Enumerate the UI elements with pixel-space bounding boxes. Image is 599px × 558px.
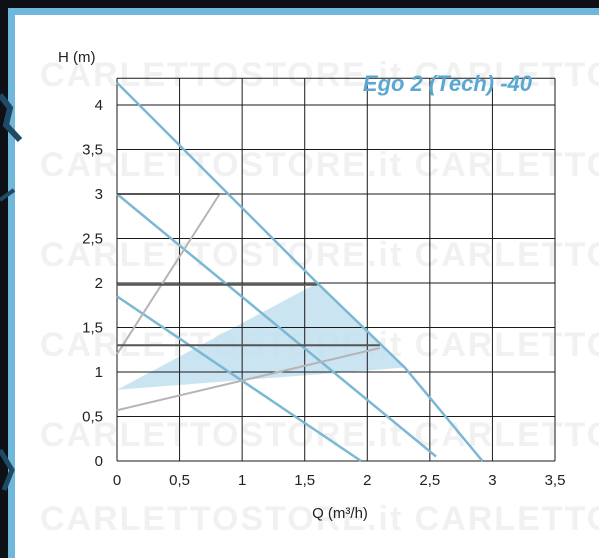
- watermark-text: CARLETTOSTORE.it CARLETTOSTORE.it CARLET…: [40, 236, 599, 274]
- watermark-text: CARLETTOSTORE.it CARLETTOSTORE.it CARLET…: [40, 500, 599, 538]
- tick-labels: 0 0,5 1 1,5 2 2,5 3 3,5 0 0,5 1 1,5 2 2,5 3 3,5 4: [82, 97, 565, 489]
- x-tick-label: 2: [363, 472, 371, 489]
- x-tick-label: 3,5: [545, 472, 566, 489]
- system-curve-1: [116, 193, 221, 355]
- series-layer: [116, 81, 484, 463]
- y-tick-label: 3,5: [82, 142, 103, 159]
- operating-area: [117, 283, 405, 390]
- x-tick-label: 1: [238, 472, 246, 489]
- x-tick-label: 0: [113, 472, 121, 489]
- x-tick-label: 1,5: [294, 472, 315, 489]
- operating-area-fill: [117, 283, 405, 390]
- grid: [116, 77, 556, 462]
- x-axis-title: Q (m³/h): [312, 505, 368, 522]
- y-tick-label: 0,5: [82, 409, 103, 426]
- system-curve-2: [116, 346, 381, 412]
- y-tick-label: 4: [95, 97, 103, 114]
- marker-lines: [117, 193, 380, 347]
- pump-curve-3: [116, 295, 362, 463]
- y-tick-label: 2,5: [82, 231, 103, 248]
- y-tick-label: 3: [95, 186, 103, 203]
- pump-curve-1: [116, 81, 484, 462]
- y-axis-title: H (m): [58, 49, 96, 66]
- watermark-text: CARLETTOSTORE.it CARLETTOSTORE.it CARLET…: [40, 146, 599, 184]
- pump-curve-2: [116, 193, 437, 458]
- watermark-text: CARLETTOSTORE.it CARLETTOSTORE.it CARLET…: [40, 416, 599, 454]
- watermark-text: CARLETTOSTORE.it CARLETTOSTORE.it CARLET…: [40, 56, 599, 94]
- y-tick-label: 1,5: [82, 320, 103, 337]
- x-tick-label: 3: [488, 472, 496, 489]
- x-tick-label: 2,5: [419, 472, 440, 489]
- y-tick-label: 1: [95, 364, 103, 381]
- y-tick-label: 0: [95, 453, 103, 470]
- y-tick-label: 2: [95, 275, 103, 292]
- x-tick-label: 0,5: [169, 472, 190, 489]
- chart-title: Ego 2 (Tech) -40: [363, 71, 533, 96]
